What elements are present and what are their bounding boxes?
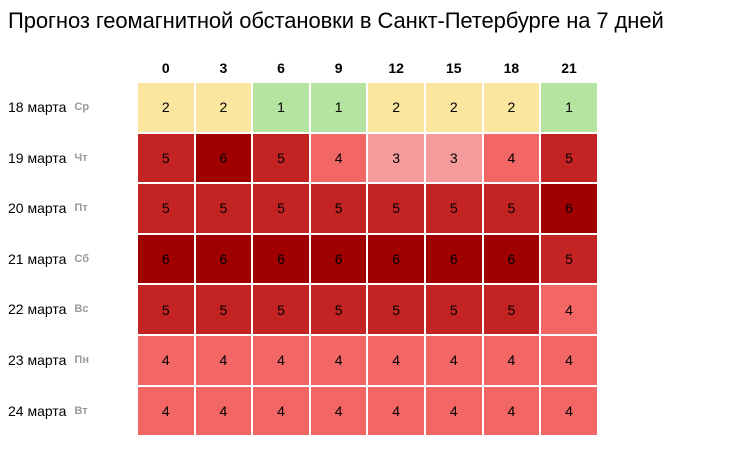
heatmap-cell: 6 xyxy=(252,233,310,285)
heatmap-cell: 4 xyxy=(252,385,310,437)
heatmap-cell: 3 xyxy=(367,132,425,184)
row-weekday: Чт xyxy=(74,151,88,164)
heatmap-cell: 4 xyxy=(194,335,253,386)
row-date: 19 марта xyxy=(8,149,67,166)
heatmap-cell: 5 xyxy=(482,183,541,234)
row-date: 24 марта xyxy=(8,402,67,419)
heatmap-cell: 4 xyxy=(309,132,368,184)
row-label: 18 марта Ср xyxy=(8,82,89,132)
heatmap-cell: 4 xyxy=(482,132,541,184)
heatmap-cell: 4 xyxy=(540,284,598,335)
heatmap-cell: 5 xyxy=(252,132,310,184)
heatmap-cell: 5 xyxy=(309,284,368,335)
heatmap-cell: 2 xyxy=(137,82,195,133)
heatmap-cell: 5 xyxy=(194,183,253,234)
heatmap-cell: 4 xyxy=(482,335,541,386)
heatmap-cell: 4 xyxy=(137,335,195,386)
heatmap-cell: 1 xyxy=(540,82,598,133)
row-weekday: Вт xyxy=(74,404,88,417)
row-weekday: Ср xyxy=(74,101,90,113)
heatmap-cell: 2 xyxy=(482,82,541,133)
column-header-hour-3: 3 xyxy=(219,60,228,76)
heatmap-cell: 5 xyxy=(252,183,310,234)
row-label: 21 марта Сб xyxy=(8,234,89,284)
heatmap-cell: 5 xyxy=(540,132,598,184)
heatmap-cell: 5 xyxy=(309,183,368,234)
heatmap-cell: 5 xyxy=(540,233,598,285)
heatmap-cell: 5 xyxy=(367,284,425,335)
row-date: 20 марта xyxy=(8,200,67,217)
heatmap-cell: 6 xyxy=(482,233,541,285)
heatmap-cell: 4 xyxy=(367,335,425,386)
heatmap-cell: 2 xyxy=(425,82,483,133)
row-date: 18 марта xyxy=(8,99,67,115)
row-label: 19 марта Чт xyxy=(8,133,88,183)
column-header-hour-9: 9 xyxy=(334,60,343,76)
heatmap-cell: 4 xyxy=(482,385,541,437)
row-weekday: Пт xyxy=(74,202,88,215)
row-label: 23 марта Пн xyxy=(8,335,89,385)
page-title: Прогноз геомагнитной обстановки в Санкт-… xyxy=(8,8,664,33)
heatmap-cell: 5 xyxy=(252,284,310,335)
heatmap-cell: 6 xyxy=(137,233,195,285)
heatmap-cell: 4 xyxy=(194,385,253,437)
row-date: 21 марта xyxy=(8,250,67,267)
heatmap-cell: 4 xyxy=(137,385,195,437)
column-header-hour-0: 0 xyxy=(161,60,170,76)
row-weekday: Сб xyxy=(74,252,89,265)
heatmap-cell: 4 xyxy=(425,335,483,386)
row-date: 22 марта xyxy=(8,301,67,318)
column-header-hour-15: 15 xyxy=(446,60,462,76)
heatmap-cell: 4 xyxy=(540,385,598,437)
column-header-hour-6: 6 xyxy=(277,60,285,76)
heatmap-cell: 2 xyxy=(367,82,425,133)
heatmap-cell: 5 xyxy=(482,284,541,335)
heatmap-cell: 4 xyxy=(367,385,425,437)
row-weekday: Пн xyxy=(74,354,89,366)
heatmap-cell: 3 xyxy=(425,132,483,184)
heatmap-cell: 1 xyxy=(309,82,368,133)
heatmap-cell: 5 xyxy=(425,284,483,335)
heatmap-cell: 6 xyxy=(367,233,425,285)
heatmap-cell: 2 xyxy=(194,82,253,133)
row-label: 20 марта Пт xyxy=(8,183,88,233)
heatmap-cell: 6 xyxy=(425,233,483,285)
column-header-hour-12: 12 xyxy=(388,60,404,76)
heatmap-cell: 5 xyxy=(194,284,253,335)
heatmap-cell: 5 xyxy=(137,284,195,335)
row-label: 22 марта Вс xyxy=(8,284,88,334)
heatmap-cell: 4 xyxy=(252,335,310,386)
heatmap-cell: 5 xyxy=(425,183,483,234)
heatmap-cell: 5 xyxy=(367,183,425,234)
heatmap-cell: 5 xyxy=(137,132,195,184)
heatmap-cell: 4 xyxy=(425,385,483,437)
heatmap-cell: 1 xyxy=(252,82,310,133)
heatmap-cell: 6 xyxy=(194,132,253,184)
heatmap-cell: 6 xyxy=(194,233,253,285)
heatmap-cell: 5 xyxy=(137,183,195,234)
row-label: 24 марта Вт xyxy=(8,386,88,436)
heatmap-cell: 4 xyxy=(309,385,368,437)
row-weekday: Вс xyxy=(74,303,89,316)
heatmap-cell: 6 xyxy=(309,233,368,285)
heatmap-cell: 6 xyxy=(540,183,598,234)
column-header-hour-21: 21 xyxy=(561,60,577,76)
heatmap-cell: 4 xyxy=(540,335,598,386)
row-date: 23 марта xyxy=(8,352,67,368)
heatmap-cell: 4 xyxy=(309,335,368,386)
column-header-hour-18: 18 xyxy=(503,60,520,76)
